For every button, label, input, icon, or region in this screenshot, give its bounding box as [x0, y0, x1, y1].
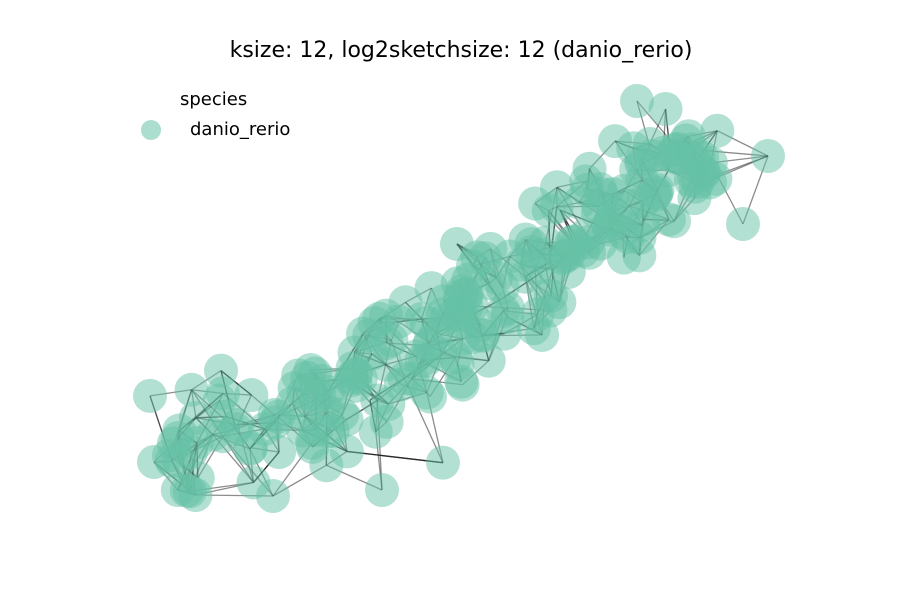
graph-node	[325, 397, 360, 432]
graph-node	[388, 285, 423, 320]
graph-node	[487, 316, 522, 351]
legend-item-danio-rerio: danio_rerio	[138, 118, 328, 144]
graph-node	[685, 140, 720, 175]
graph-node	[620, 84, 654, 118]
graph-node	[439, 226, 474, 261]
graph-node	[471, 343, 506, 378]
graph-node	[257, 405, 292, 440]
graph-node	[661, 141, 696, 176]
graph-node	[162, 443, 197, 478]
graph-node	[133, 378, 167, 413]
graph-node	[514, 235, 549, 270]
legend-label: danio_rerio	[190, 119, 291, 140]
graph-node	[204, 353, 239, 388]
graph-node	[137, 445, 171, 479]
graph-node	[369, 326, 404, 361]
graph-node	[408, 343, 443, 378]
graph-node	[599, 203, 634, 238]
graph-node	[160, 473, 195, 508]
graph-node	[365, 473, 399, 507]
graph-node	[220, 407, 255, 442]
graph-node	[632, 126, 667, 161]
graph-node	[425, 445, 460, 480]
graph-node	[178, 400, 213, 435]
legend-marker-icon	[141, 120, 161, 140]
graph-node	[554, 225, 589, 260]
graph-node	[234, 378, 269, 413]
graph-node	[520, 297, 555, 332]
legend: species danio_rerio	[138, 88, 328, 148]
graph-node	[751, 139, 785, 173]
graph-node	[678, 169, 713, 204]
graph-node	[440, 346, 475, 381]
graph-node	[338, 357, 373, 392]
graph-node	[598, 124, 633, 159]
node-layer	[133, 84, 785, 513]
graph-node	[726, 207, 760, 241]
graph-node	[570, 172, 605, 207]
graph-node	[290, 360, 325, 395]
chart-title: ksize: 12, log2sketchsize: 12 (danio_rer…	[229, 38, 693, 63]
graph-node	[256, 479, 290, 513]
graph-node	[285, 413, 320, 448]
graph-node	[625, 185, 660, 220]
graph-node	[443, 278, 478, 313]
graph-node	[648, 91, 683, 126]
legend-title: species	[180, 89, 248, 110]
graph-node	[262, 435, 297, 470]
graph-node	[369, 404, 404, 439]
graph-node	[700, 113, 735, 148]
graph-node	[174, 372, 209, 407]
graph-node	[383, 367, 418, 402]
